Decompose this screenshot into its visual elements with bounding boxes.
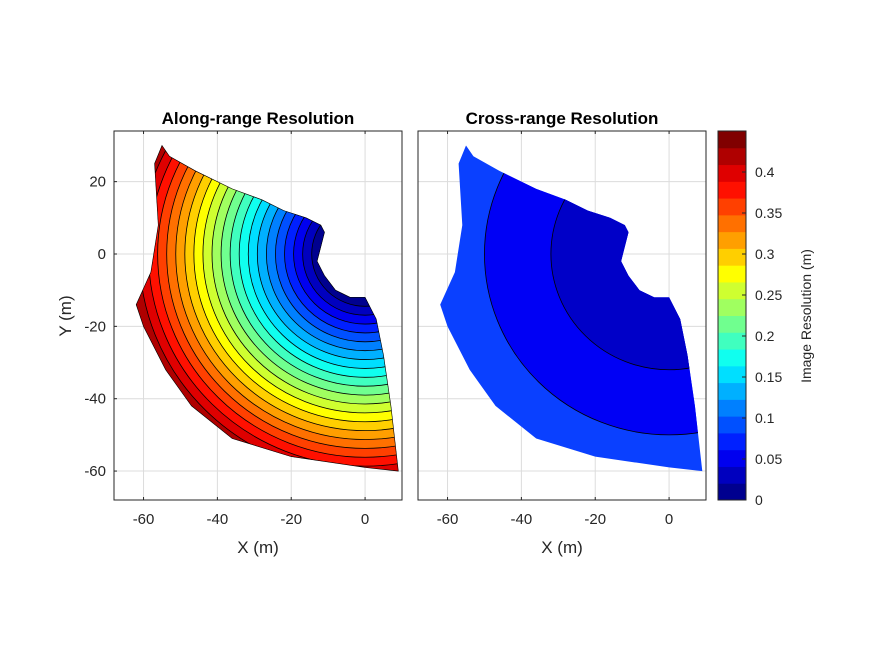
along-range-x-label: X (m) <box>237 538 279 557</box>
colorbar-block <box>718 466 746 484</box>
colorbar-tick-label: 0.1 <box>755 410 775 426</box>
cross-range-title: Cross-range Resolution <box>466 109 659 128</box>
along-range-xtick-label: -60 <box>133 511 155 528</box>
along-range-xtick-label: -40 <box>207 511 229 528</box>
cross-range-panel: -60 -40 -20 0 Cross-range Resolution X (m) <box>417 109 707 557</box>
along-range-xtick-label: -20 <box>280 511 302 528</box>
colorbar-block <box>718 349 746 367</box>
cross-range-xtick-label: -60 <box>437 511 459 528</box>
colorbar-block <box>718 265 746 283</box>
colorbar-blocks <box>718 131 746 501</box>
colorbar-frame <box>717 130 747 501</box>
colorbar-tick-label: 0.05 <box>755 451 782 467</box>
cross-range-xtick-label: -20 <box>584 511 606 528</box>
colorbar-block <box>718 315 746 333</box>
colorbar-block <box>718 483 746 501</box>
colorbar: 0 0.05 0.1 0.15 0.2 0.25 0.3 0.35 0.4 Image Reso… <box>717 130 814 508</box>
along-range-panel: -60 -40 -20 0 20 0 -20 -40 -60 Along-range Reso… <box>56 109 421 557</box>
along-range-ytick-label: -20 <box>84 318 106 335</box>
colorbar-block <box>718 298 746 316</box>
along-range-y-label: Y (m) <box>56 295 75 336</box>
colorbar-block <box>718 147 746 166</box>
colorbar-block <box>718 332 746 350</box>
along-range-ytick-label: -60 <box>84 463 106 480</box>
cross-range-xtick-label: -40 <box>511 511 533 528</box>
colorbar-tick-label: 0 <box>755 492 763 508</box>
colorbar-tick-label: 0.3 <box>755 246 775 262</box>
colorbar-block <box>718 198 746 216</box>
along-range-ytick-label: -40 <box>84 391 106 408</box>
along-range-x-ticks: -60 -40 -20 0 <box>133 131 369 528</box>
along-range-frame <box>113 130 403 501</box>
cross-range-x-label: X (m) <box>541 538 583 557</box>
colorbar-block <box>718 214 746 233</box>
along-range-ytick-label: 20 <box>89 174 106 191</box>
colorbar-block <box>718 382 746 400</box>
colorbar-tick-label: 0.2 <box>755 328 775 344</box>
colorbar-tick-label: 0.25 <box>755 287 782 303</box>
cross-range-xtick-label: 0 <box>665 511 673 528</box>
colorbar-block <box>718 181 746 199</box>
colorbar-block <box>718 399 746 417</box>
colorbar-block <box>718 281 746 300</box>
colorbar-ticks: 0 0.05 0.1 0.15 0.2 0.25 0.3 0.35 0.4 <box>742 164 782 508</box>
colorbar-block <box>718 449 746 467</box>
colorbar-block <box>718 131 746 149</box>
colorbar-block <box>718 164 746 182</box>
colorbar-block <box>718 432 746 451</box>
colorbar-label: Image Resolution (m) <box>798 249 814 383</box>
colorbar-block <box>718 416 746 434</box>
colorbar-tick-label: 0.15 <box>755 369 782 385</box>
colorbar-block <box>718 231 746 249</box>
along-range-ytick-label: 0 <box>98 246 106 263</box>
colorbar-block <box>718 365 746 384</box>
along-range-xtick-label: 0 <box>361 511 369 528</box>
along-range-title: Along-range Resolution <box>162 109 355 128</box>
colorbar-block <box>718 248 746 266</box>
cross-range-x-ticks: -60 -40 -20 0 <box>437 131 673 528</box>
colorbar-tick-label: 0.4 <box>755 164 775 180</box>
cross-range-frame <box>417 130 707 501</box>
colorbar-tick-label: 0.35 <box>755 205 782 221</box>
along-range-outline <box>135 144 399 472</box>
